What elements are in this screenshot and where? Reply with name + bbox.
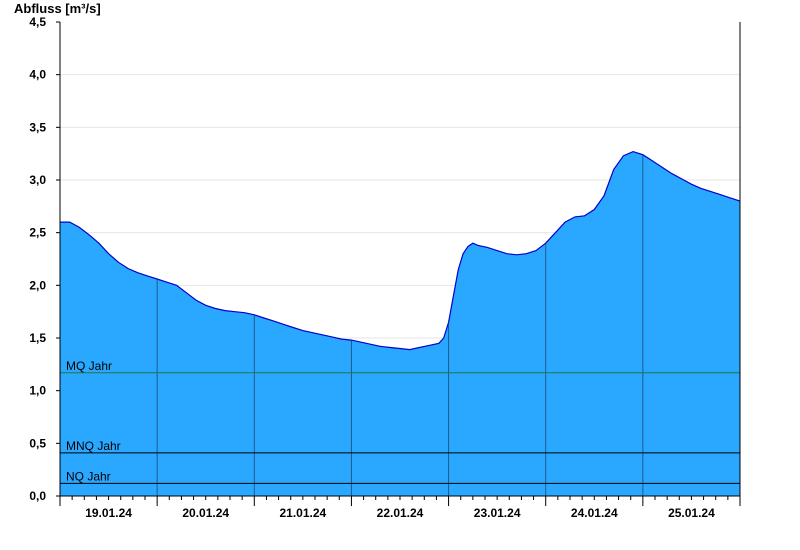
- y-tick-label-8: 4,0: [29, 68, 46, 82]
- ref-label-0: MQ Jahr: [66, 359, 112, 373]
- x-tick-label-6: 25.01.24: [668, 506, 715, 520]
- reference-lines: MQ Jahr MNQ Jahr NQ Jahr: [60, 359, 740, 484]
- y-tick-label-2: 1,0: [29, 384, 46, 398]
- y-tick-label-9: 4,5: [29, 15, 46, 29]
- x-tick-label-3: 22.01.24: [377, 506, 424, 520]
- series-area: [60, 150, 741, 496]
- x-tick-label-1: 20.01.24: [182, 506, 229, 520]
- discharge-area: [60, 151, 740, 496]
- y-axis-label: Abfluss [m³/s]: [14, 1, 101, 16]
- x-tick-labels: 19.01.24 20.01.24 21.01.24 22.01.24 23.01.24…: [59, 496, 741, 520]
- discharge-line: [60, 150, 741, 351]
- y-tick-label-5: 2,5: [29, 226, 46, 240]
- y-tick-label-3: 1,5: [29, 331, 46, 345]
- y-tick-label-0: 0,0: [29, 489, 46, 503]
- ref-label-2: NQ Jahr: [66, 469, 111, 483]
- x-tick-label-5: 24.01.24: [571, 506, 618, 520]
- y-tick-labels: 0,0 0,5 1,0 1,5 2,0 2,5 3,0 3,5 4,0 4,5: [29, 15, 60, 503]
- y-tick-label-7: 3,5: [29, 120, 46, 134]
- y-tick-label-1: 0,5: [29, 436, 46, 450]
- ref-label-1: MNQ Jahr: [66, 439, 121, 453]
- day-divider-lines: [156, 154, 644, 496]
- y-tick-label-4: 2,0: [29, 278, 46, 292]
- x-tick-label-2: 21.01.24: [279, 506, 326, 520]
- x-tick-label-0: 19.01.24: [85, 506, 132, 520]
- x-tick-label-4: 23.01.24: [474, 506, 521, 520]
- y-tick-label-6: 3,0: [29, 173, 46, 187]
